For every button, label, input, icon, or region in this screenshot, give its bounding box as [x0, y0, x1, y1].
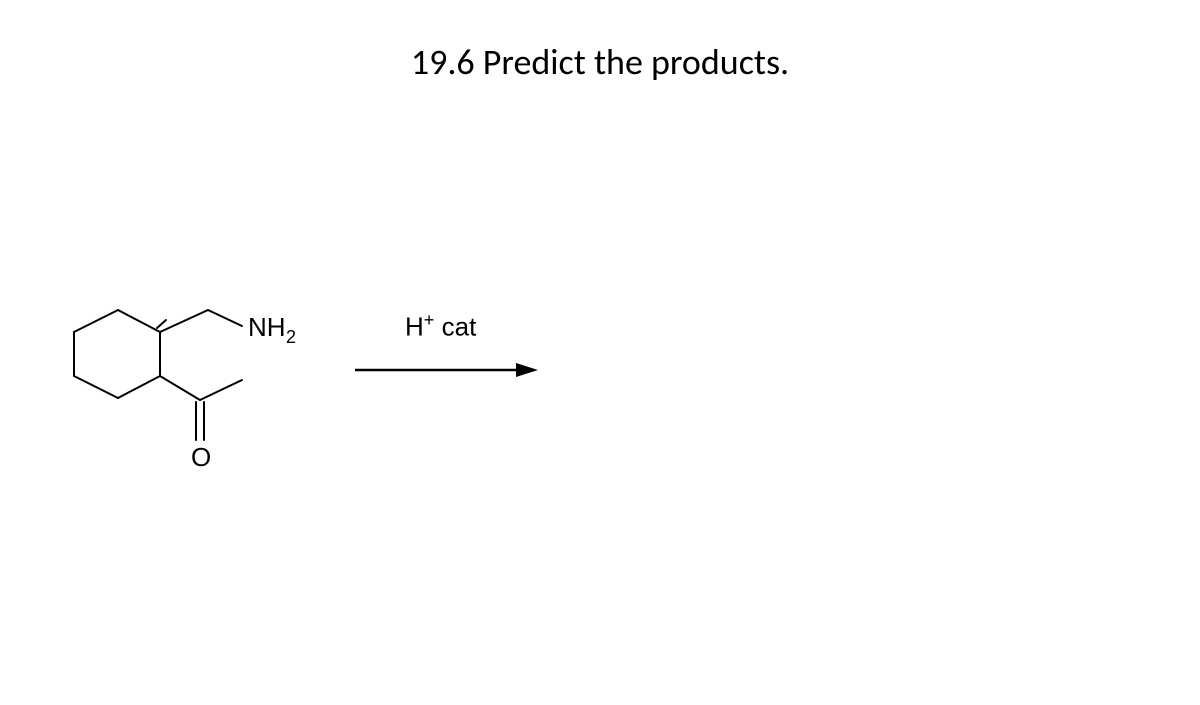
- nh2-subscript: 2: [286, 327, 296, 347]
- starting-material-structure: NH 2 O: [30, 280, 350, 490]
- oxygen-label: O: [191, 442, 211, 472]
- figure-canvas: 19.6 Predict the products. H+ cat NH 2: [0, 0, 1200, 705]
- nh2-label: NH: [248, 312, 286, 342]
